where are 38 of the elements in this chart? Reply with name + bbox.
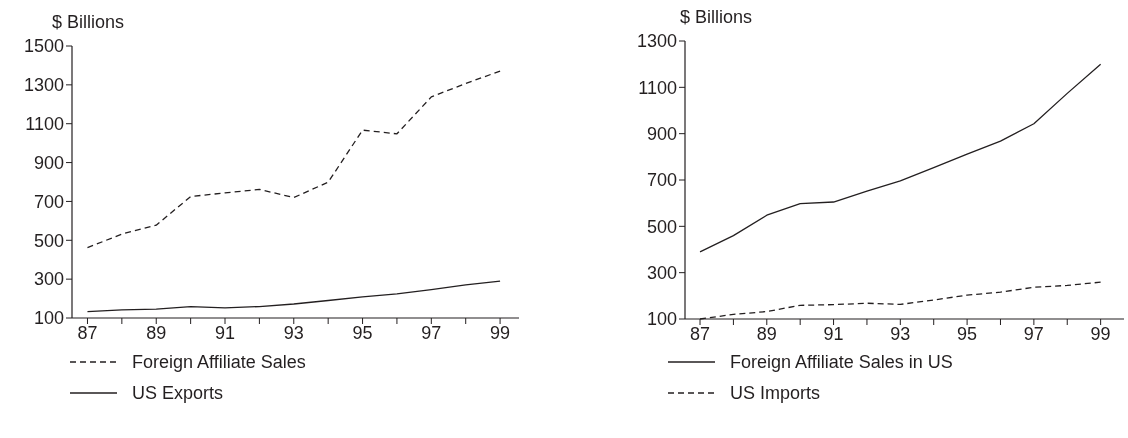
y-tick-label: 300 <box>646 262 677 283</box>
y-axis-title: $ Billions <box>52 12 125 32</box>
y-tick-label: 1300 <box>23 75 64 96</box>
legend-label: Foreign Affiliate Sales in US <box>730 352 953 373</box>
x-tick-label: 87 <box>690 324 711 344</box>
y-tick-label: 1100 <box>25 114 64 135</box>
x-tick-label: 95 <box>957 324 978 344</box>
y-axis-title: $ Billions <box>680 7 753 27</box>
y-tick-label: 500 <box>646 216 677 237</box>
y-tick-label: 500 <box>33 230 64 251</box>
y-tick-label: 100 <box>646 309 677 330</box>
y-tick-label: 1100 <box>638 77 677 98</box>
x-tick-label: 91 <box>215 323 236 343</box>
x-tick-label: 91 <box>823 324 844 344</box>
x-tick-label: 97 <box>421 323 442 343</box>
x-tick-label: 99 <box>490 323 511 343</box>
x-tick-label: 89 <box>756 324 777 344</box>
y-tick-label: 700 <box>33 191 64 212</box>
y-tick-label: 900 <box>33 152 64 173</box>
line-series <box>699 63 1102 253</box>
x-tick-label: 87 <box>77 323 98 343</box>
y-tick-label: 1500 <box>23 36 64 57</box>
y-tick-label: 1300 <box>636 31 677 52</box>
y-tick-label: 900 <box>646 123 677 144</box>
y-tick-label: 700 <box>646 170 677 191</box>
line-series <box>86 70 501 249</box>
y-tick-label: 100 <box>33 308 64 329</box>
x-tick-label: 97 <box>1023 324 1044 344</box>
legend-label: US Exports <box>132 383 224 404</box>
x-tick-label: 89 <box>146 323 167 343</box>
line-series <box>86 280 501 313</box>
legend-label: Foreign Affiliate Sales <box>132 352 306 373</box>
legend-label: US Imports <box>730 383 821 404</box>
x-tick-label: 93 <box>890 324 911 344</box>
y-tick-label: 300 <box>33 269 64 290</box>
x-tick-label: 99 <box>1090 324 1111 344</box>
x-tick-label: 93 <box>283 323 304 343</box>
x-tick-label: 95 <box>352 323 373 343</box>
